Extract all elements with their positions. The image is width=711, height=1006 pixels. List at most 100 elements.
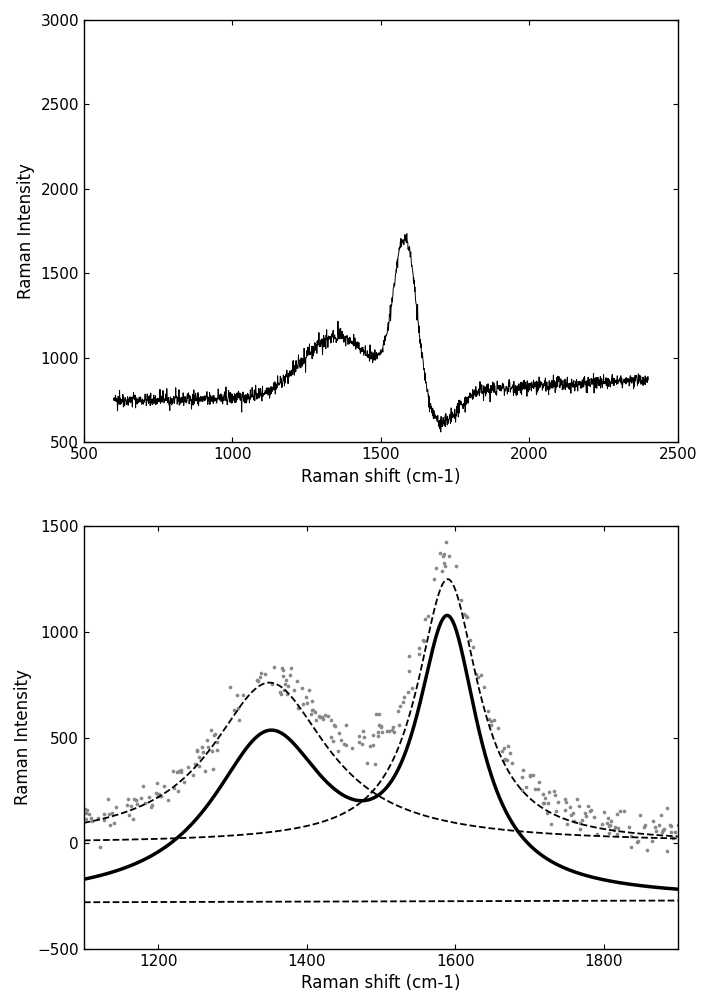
Point bbox=[464, 633, 476, 649]
Point bbox=[468, 639, 479, 655]
Point bbox=[564, 799, 575, 815]
Point bbox=[498, 752, 509, 769]
Point bbox=[200, 764, 211, 780]
Point bbox=[386, 722, 397, 738]
Point bbox=[520, 780, 532, 796]
Point bbox=[188, 767, 199, 783]
Point bbox=[525, 768, 536, 784]
Point bbox=[314, 709, 326, 725]
Point bbox=[560, 791, 571, 807]
Point bbox=[327, 732, 338, 748]
Point bbox=[225, 679, 236, 695]
Point bbox=[104, 806, 115, 822]
Point bbox=[211, 734, 223, 750]
Point bbox=[298, 696, 309, 712]
Point bbox=[672, 817, 683, 833]
Point bbox=[361, 754, 373, 771]
Point bbox=[626, 839, 637, 855]
Point bbox=[105, 817, 116, 833]
Point bbox=[638, 819, 650, 835]
Point bbox=[232, 687, 243, 703]
Point bbox=[661, 843, 673, 859]
Point bbox=[309, 704, 320, 720]
Point bbox=[460, 608, 471, 624]
Point bbox=[338, 736, 349, 752]
Point bbox=[550, 803, 562, 819]
Point bbox=[259, 666, 270, 682]
Point bbox=[458, 606, 469, 622]
Point bbox=[632, 833, 643, 849]
Point bbox=[251, 672, 262, 688]
Point bbox=[456, 592, 467, 608]
Point bbox=[418, 633, 429, 649]
Point bbox=[649, 819, 661, 835]
Point bbox=[665, 818, 677, 834]
Point bbox=[518, 763, 529, 779]
Point bbox=[168, 781, 179, 797]
Point bbox=[151, 785, 162, 801]
Point bbox=[364, 738, 375, 754]
Point bbox=[592, 826, 603, 842]
Point bbox=[585, 802, 597, 818]
Point bbox=[398, 689, 410, 705]
Point bbox=[255, 669, 266, 685]
Point bbox=[279, 682, 290, 698]
Point bbox=[572, 791, 583, 807]
Point bbox=[277, 668, 289, 684]
Point bbox=[596, 816, 607, 832]
Point bbox=[178, 774, 190, 790]
Point bbox=[377, 724, 388, 740]
Point bbox=[325, 729, 336, 745]
Point bbox=[603, 818, 614, 834]
Point bbox=[175, 762, 186, 778]
Point bbox=[211, 742, 223, 759]
Point bbox=[285, 660, 296, 676]
Point bbox=[658, 821, 669, 837]
Point bbox=[528, 767, 539, 783]
Point bbox=[303, 682, 314, 698]
Point bbox=[310, 711, 321, 727]
Point bbox=[289, 682, 300, 698]
Point bbox=[560, 794, 572, 810]
Point bbox=[130, 792, 141, 808]
Point bbox=[639, 817, 651, 833]
Point bbox=[603, 810, 614, 826]
Point bbox=[611, 806, 623, 822]
Point bbox=[486, 712, 497, 728]
Point bbox=[122, 797, 133, 813]
Point bbox=[504, 744, 515, 761]
Point bbox=[499, 751, 510, 768]
Point bbox=[330, 717, 341, 733]
Point bbox=[566, 807, 577, 823]
Point bbox=[374, 706, 385, 722]
Point bbox=[581, 808, 592, 824]
Point bbox=[664, 817, 675, 833]
Point bbox=[388, 724, 400, 740]
Point bbox=[92, 810, 103, 826]
Point bbox=[341, 736, 352, 752]
Point bbox=[614, 803, 625, 819]
Point bbox=[353, 733, 364, 749]
Point bbox=[485, 717, 496, 733]
Point bbox=[233, 711, 245, 727]
Point bbox=[171, 765, 183, 781]
Point bbox=[574, 821, 586, 837]
Point bbox=[332, 743, 343, 760]
Point bbox=[340, 717, 351, 733]
Point bbox=[503, 737, 514, 753]
Point bbox=[308, 702, 319, 718]
Point bbox=[367, 737, 378, 753]
Point bbox=[152, 788, 164, 804]
Point bbox=[232, 699, 244, 715]
Point bbox=[540, 790, 551, 806]
Point bbox=[608, 822, 619, 838]
Point bbox=[80, 811, 92, 827]
Point bbox=[80, 801, 91, 817]
Y-axis label: Raman Intensity: Raman Intensity bbox=[17, 163, 35, 299]
Point bbox=[567, 805, 579, 821]
Point bbox=[516, 769, 528, 785]
Point bbox=[207, 762, 218, 778]
Point bbox=[397, 694, 408, 710]
Point bbox=[653, 817, 665, 833]
Point bbox=[450, 557, 461, 573]
